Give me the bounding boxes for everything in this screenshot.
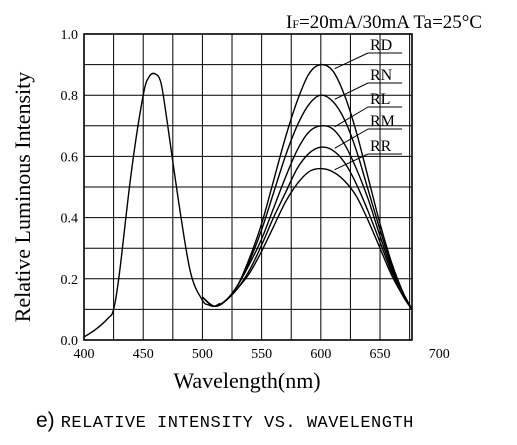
x-tick-label: 450: [133, 347, 154, 362]
series-label-leader: [334, 153, 369, 171]
y-tick-label: 1.0: [61, 28, 79, 43]
series-lines: [83, 63, 413, 338]
y-tick-label: 0.4: [61, 212, 79, 227]
series-label-leader: [334, 128, 369, 149]
y-axis-title: Relative Luminous Intensity: [10, 72, 35, 323]
series-line-rr: [201, 167, 413, 310]
x-tick-label: 500: [192, 347, 213, 362]
plot-frame: [83, 33, 413, 341]
y-tick-label: 0.6: [61, 150, 79, 165]
grid: [84, 34, 412, 340]
series-line-blue-peak: [83, 72, 221, 338]
conditions-if-sub: F: [292, 17, 299, 31]
caption-prefix: e): [36, 409, 55, 432]
x-tick-label: 600: [310, 347, 331, 362]
series-label-rd: RD: [370, 37, 392, 54]
series-label-rl: RL: [370, 91, 390, 108]
x-axis-title: Wavelength(nm): [173, 368, 320, 393]
y-tick-label: 0.2: [61, 273, 79, 288]
conditions-rest: =20mA/30mA Ta=25°C: [299, 12, 482, 33]
caption-text: RELATIVE INTENSITY VS. WAVELENGTH: [60, 414, 414, 433]
conditions-label: IF=20mA/30mA Ta=25°C: [286, 12, 482, 33]
figure-caption: e) RELATIVE INTENSITY VS. WAVELENGTH: [36, 409, 496, 433]
series-label-rr: RR: [370, 138, 392, 155]
x-tick-label: 700: [429, 347, 450, 362]
series-label-rn: RN: [370, 67, 393, 84]
series-labels: RD RN RL RM RR: [334, 37, 402, 171]
y-tick-label: 0.0: [61, 334, 79, 349]
series-label-leader: [334, 106, 369, 128]
conditions-if-main: I: [286, 12, 292, 33]
y-tick-label: 0.8: [61, 89, 79, 104]
series-label-leader: [334, 52, 369, 70]
series-line-rl: [201, 124, 413, 310]
x-tick-label: 650: [370, 347, 391, 362]
x-tick-label: 400: [74, 347, 95, 362]
tick-labels: 400 450 500 550 600 650 700 0.0 0.2 0.4 0.6 0.8 1.0: [61, 28, 450, 362]
series-label-rm: RM: [370, 113, 395, 130]
series-label-leader: [334, 82, 369, 100]
x-tick-label: 550: [251, 347, 272, 362]
